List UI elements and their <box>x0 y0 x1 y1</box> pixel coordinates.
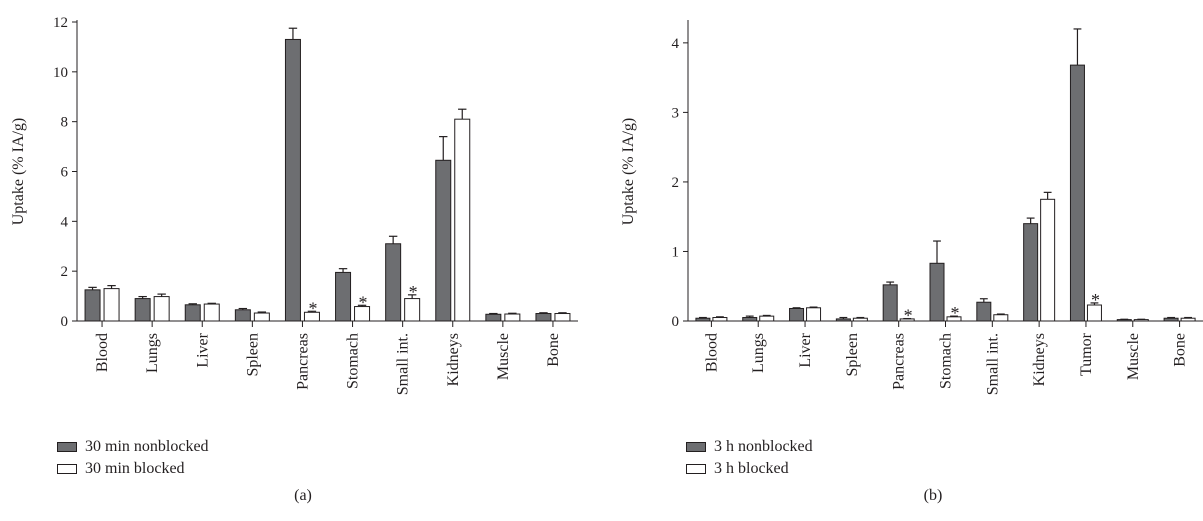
bar-nonblocked <box>84 289 101 322</box>
x-tick-label: Kidneys <box>445 333 462 386</box>
bar-blocked <box>153 296 170 322</box>
significance-marker: * <box>409 282 418 302</box>
bar-chart-a: 0 2 4 6 8 10 12 Uptake (% IA/g) Blood Lungs Liver S… <box>10 15 578 395</box>
bar-nonblocked <box>435 159 452 322</box>
bar-chart-b: 0 1 2 3 4 Uptake (% IA/g) Blood Lungs Liver Splee… <box>620 20 1203 395</box>
bar-blocked <box>1180 317 1196 322</box>
x-tick-label: Lungs <box>750 333 767 373</box>
legend-item-blocked: 3 h blocked <box>686 458 813 480</box>
bar-nonblocked <box>929 262 945 322</box>
bar-blocked <box>712 317 728 322</box>
x-tick-label: Tumor <box>1078 332 1095 376</box>
y-tick-label: 8 <box>61 115 69 131</box>
x-tick-label: Bone <box>545 333 562 367</box>
x-tick-label: Spleen <box>244 333 261 377</box>
bar-blocked <box>1040 198 1056 322</box>
bar-blocked <box>253 312 270 322</box>
bar-blocked <box>852 317 868 322</box>
y-tick-label: 12 <box>53 15 68 31</box>
bar-nonblocked <box>1069 64 1085 322</box>
y-axis-label: Uptake (% IA/g) <box>620 118 637 226</box>
x-tick-label: Muscle <box>495 333 512 380</box>
bar-nonblocked <box>976 301 992 322</box>
x-tick-label: Liver <box>194 332 211 367</box>
legend-label: 3 h nonblocked <box>714 438 813 455</box>
y-tick-label: 6 <box>61 165 69 181</box>
bar-blocked <box>103 288 120 322</box>
y-tick-label: 2 <box>672 175 680 191</box>
legend-label: 30 min blocked <box>85 460 185 477</box>
bar-nonblocked <box>134 298 151 322</box>
significance-marker: * <box>951 303 960 323</box>
bar-nonblocked <box>835 318 851 322</box>
x-tick-label: Muscle <box>1125 333 1142 380</box>
bar-nonblocked <box>789 307 805 322</box>
chart-panel-b: 0 1 2 3 4 Uptake (% IA/g) Blood Lungs Liver Splee… <box>603 0 1203 521</box>
legend-a: 30 min nonblocked 30 min blocked <box>57 436 209 480</box>
legend-item-blocked: 30 min blocked <box>57 458 209 480</box>
significance-marker: * <box>1091 290 1100 310</box>
panel-label-b: (b) <box>923 487 943 504</box>
bar-blocked <box>203 303 220 322</box>
bar-blocked <box>504 313 521 322</box>
y-tick-label: 0 <box>61 314 69 330</box>
x-tick-label: Liver <box>797 332 814 367</box>
legend-swatch-dark <box>57 442 77 452</box>
x-tick-label: Blood <box>703 333 720 372</box>
y-tick-label: 4 <box>61 214 69 230</box>
significance-marker: * <box>308 298 317 318</box>
legend-b: 3 h nonblocked 3 h blocked <box>686 436 813 480</box>
bar-blocked <box>554 313 571 322</box>
y-axis-label: Uptake (% IA/g) <box>10 118 27 226</box>
legend-swatch-dark <box>686 442 706 452</box>
significance-marker: * <box>904 306 913 326</box>
legend-item-nonblocked: 30 min nonblocked <box>57 436 209 458</box>
y-tick-label: 0 <box>672 314 680 330</box>
x-tick-label: Stomach <box>938 333 955 389</box>
x-tick-label: Spleen <box>844 333 861 377</box>
bar-nonblocked <box>234 309 251 322</box>
bar-nonblocked <box>385 243 402 322</box>
x-tick-label: Small int. <box>984 333 1001 395</box>
y-tick-label: 2 <box>61 264 69 280</box>
bar-blocked <box>404 298 421 322</box>
significance-marker: * <box>359 292 368 312</box>
panel-label-a: (a) <box>294 487 312 504</box>
bar-nonblocked <box>485 313 502 322</box>
bar-nonblocked <box>882 284 898 322</box>
y-tick-label: 10 <box>53 65 68 81</box>
x-tick-label: Blood <box>94 333 111 372</box>
bar-nonblocked <box>335 271 352 322</box>
x-tick-label: Stomach <box>345 333 362 389</box>
bar-blocked <box>993 314 1009 322</box>
legend-item-nonblocked: 3 h nonblocked <box>686 436 813 458</box>
x-tick-label: Kidneys <box>1031 333 1048 386</box>
bar-blocked <box>806 307 822 322</box>
x-tick-label: Pancreas <box>294 333 311 390</box>
legend-swatch-light <box>57 464 77 474</box>
bar-nonblocked <box>535 313 552 322</box>
chart-panel-a: 0 2 4 6 8 10 12 Uptake (% IA/g) Blood Lungs Liver S… <box>0 0 600 521</box>
y-tick-label: 1 <box>672 244 680 260</box>
legend-label: 3 h blocked <box>714 460 789 477</box>
x-tick-label: Pancreas <box>891 333 908 390</box>
legend-swatch-light <box>686 464 706 474</box>
bar-blocked <box>759 315 775 322</box>
y-tick-label: 3 <box>672 105 680 121</box>
x-tick-label: Bone <box>1172 333 1189 367</box>
bar-nonblocked <box>184 304 201 322</box>
bar-nonblocked <box>1163 317 1179 322</box>
y-tick-label: 4 <box>672 36 680 52</box>
x-tick-label: Small int. <box>395 333 412 395</box>
bar-nonblocked <box>284 38 301 322</box>
legend-label: 30 min nonblocked <box>85 438 209 455</box>
x-tick-label: Lungs <box>144 333 161 373</box>
bar-nonblocked <box>742 317 758 322</box>
bar-blocked <box>454 118 471 322</box>
bar-nonblocked <box>1023 223 1039 322</box>
bar-nonblocked <box>695 317 711 322</box>
